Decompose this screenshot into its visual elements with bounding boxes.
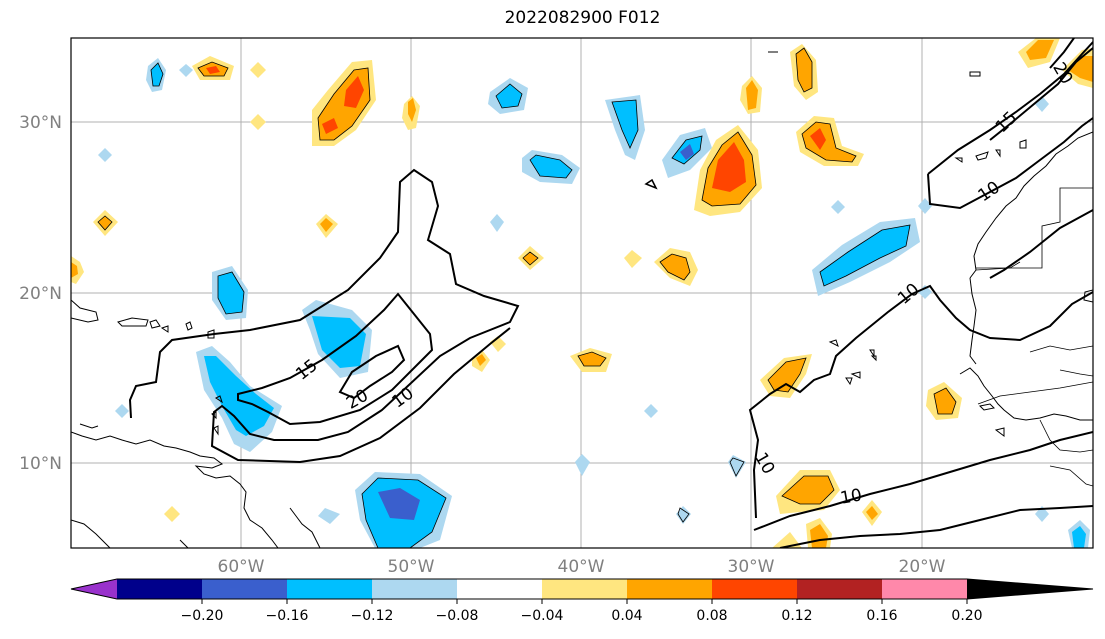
colorbar-tick-label: −0.04 <box>521 608 564 624</box>
lon-label: 60°W <box>218 557 265 577</box>
contour-label: 10 <box>839 485 864 508</box>
positive-blob <box>790 44 818 100</box>
contour-15-ne <box>989 47 1093 141</box>
colorbar-segment <box>712 579 797 599</box>
negative-blob <box>318 508 340 524</box>
negative-blob <box>212 266 248 320</box>
colorbar-tick-label: −0.12 <box>351 608 394 624</box>
positive-blob <box>772 470 840 548</box>
colorbar-segment <box>542 579 627 599</box>
lon-label: 30°W <box>728 557 775 577</box>
colorbar-segment <box>117 579 202 599</box>
negative-blob <box>662 128 712 178</box>
colorbar-segment <box>287 579 372 599</box>
positive-blob <box>71 262 78 278</box>
lat-label: 10°N <box>19 454 62 474</box>
negative-blob <box>644 404 658 418</box>
contour-10-ne <box>927 41 1093 175</box>
negative-blob <box>115 404 129 418</box>
colorbar-tick-label: −0.08 <box>436 608 479 624</box>
negative-blob <box>179 64 193 77</box>
map-title: 2022082900 F012 <box>504 8 661 28</box>
positive-blob <box>570 348 612 372</box>
positive-blob <box>760 354 812 398</box>
contour-lines <box>128 38 1093 548</box>
positive-blob <box>694 125 762 216</box>
lon-label: 20°W <box>899 557 946 577</box>
map-frame <box>70 37 1094 549</box>
contour-20 <box>338 344 406 400</box>
negative-blob <box>918 198 932 214</box>
positive-blob <box>1018 38 1093 88</box>
colorbar-tick-label: 0.04 <box>611 608 642 624</box>
lat-axis-labels: 30°N 20°N 10°N <box>19 113 62 474</box>
colorbar-segment <box>457 579 542 599</box>
lon-label: 50°W <box>388 557 435 577</box>
negative-blob <box>812 218 920 296</box>
colorbar-tick-label: 0.08 <box>696 608 727 624</box>
positive-blob <box>320 218 333 232</box>
positive-blob <box>164 506 180 522</box>
positive-blob <box>796 116 864 166</box>
negative-blob <box>490 214 504 232</box>
negative-blob <box>918 285 932 299</box>
colorbar-segment <box>882 579 967 599</box>
colorbar: −0.20 −0.16 −0.12 −0.08 −0.04 0.04 0.08 … <box>70 578 1094 624</box>
colorbar-extend-high <box>967 579 1093 599</box>
negative-blob <box>676 506 691 524</box>
contour-15 <box>237 292 434 426</box>
colorbar-outline <box>70 578 1094 600</box>
colorbar-tick-label: 0.12 <box>781 608 812 624</box>
colorbar-tick-label: 0.16 <box>866 608 897 624</box>
positive-blob <box>312 60 376 146</box>
contour-10-east <box>748 284 1093 519</box>
lon-axis-labels: 60°W 50°W 40°W 30°W 20°W <box>218 557 946 577</box>
colorbar-segment <box>202 579 287 599</box>
negative-blob <box>302 300 372 378</box>
negative-blob <box>146 58 166 92</box>
positive-blob <box>624 250 642 268</box>
colorbar-extend-low <box>71 579 117 599</box>
positive-blob <box>740 76 762 114</box>
positive-blob <box>866 506 878 520</box>
colorbar-segment <box>372 579 457 599</box>
colorbar-tick-label: 0.20 <box>951 608 982 624</box>
coastlines <box>71 51 1093 548</box>
negative-blob <box>1068 520 1090 548</box>
lat-label: 30°N <box>19 113 62 133</box>
positive-blob <box>250 62 266 78</box>
colorbar-tick-label: −0.20 <box>181 608 224 624</box>
contour-10-west <box>128 168 520 464</box>
colorbar-segment <box>627 579 712 599</box>
positive-blob <box>476 354 486 366</box>
anomaly-outlines <box>97 47 957 548</box>
negative-blob <box>831 200 845 214</box>
positive-blob <box>250 114 266 130</box>
negative-blob <box>522 150 580 184</box>
colorbar-segment <box>797 579 882 599</box>
negative-blob <box>575 454 590 476</box>
positive-blob <box>402 96 420 130</box>
lat-label: 20°N <box>19 284 62 304</box>
colorbar-tick-label: −0.16 <box>266 608 309 624</box>
lon-label: 40°W <box>558 557 605 577</box>
negative-blob <box>98 148 112 162</box>
negative-blob <box>355 472 452 548</box>
